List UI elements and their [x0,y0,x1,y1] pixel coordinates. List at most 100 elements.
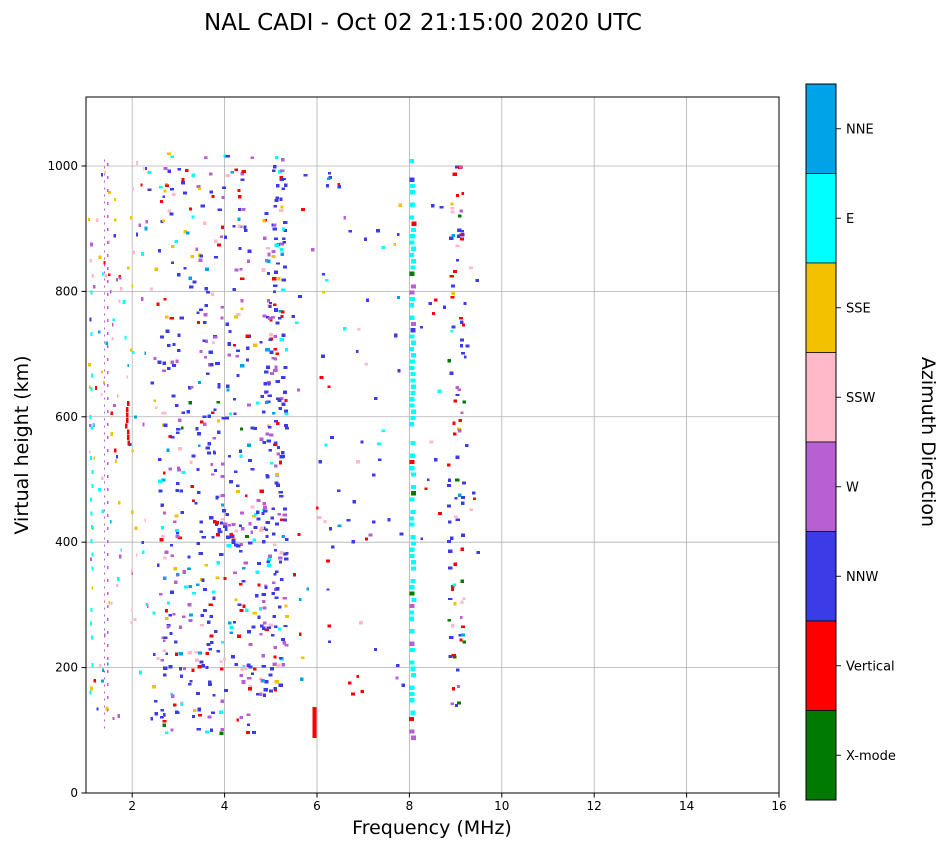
data-point [460,320,464,324]
data-point [145,220,149,224]
data-point [319,375,324,379]
data-point [188,585,192,588]
data-point [274,596,279,600]
data-point [259,624,264,628]
data-point [254,512,258,516]
data-point [284,644,289,647]
data-point [268,689,273,693]
data-point [234,662,238,667]
data-point [235,489,240,493]
data-point [212,596,216,600]
data-point [364,363,368,366]
data-point [183,191,187,195]
data-point [219,553,224,557]
data-point [196,692,201,695]
data-point [262,606,267,610]
data-point [265,315,270,319]
data-point [140,251,144,256]
data-point [462,597,466,601]
data-point [278,209,284,212]
data-point [208,682,213,686]
data-point [447,484,451,487]
data-point [271,316,276,319]
data-point [265,528,269,531]
data-point [173,520,177,524]
data-point [177,536,182,540]
data-point [135,553,138,557]
data-point [246,713,251,717]
data-point [174,529,179,532]
data-point [275,352,279,356]
data-point [197,707,201,712]
data-point [232,539,236,544]
data-point [90,686,93,691]
data-point [117,394,119,398]
data-point [167,367,171,370]
data-point [199,530,204,534]
data-point [261,268,266,272]
data-point [271,169,276,172]
data-point [169,212,174,216]
data-point [99,664,102,668]
feature-stripe-cell [409,183,415,189]
data-point [160,525,165,530]
data-point [451,587,455,591]
data-point [161,478,166,482]
data-point [266,298,271,303]
data-point [297,533,301,537]
data-point [396,233,400,236]
feature-stripe-cell [409,685,415,690]
data-point [248,643,253,647]
data-point [266,439,272,443]
data-point [250,156,254,159]
data-point [240,668,244,672]
data-point [453,562,457,566]
feature-stripe-cell [90,456,93,461]
data-point [160,503,164,507]
data-point [278,560,283,564]
colorbar-segment [805,441,837,532]
data-point [264,680,269,684]
feature-stripe-cell [410,560,416,565]
data-point [197,664,202,669]
feature-stripe-cell [410,415,416,421]
data-point [112,322,114,327]
colorbar-segment [805,531,837,622]
data-point [254,594,259,598]
data-point [165,652,169,656]
data-point [152,685,157,689]
data-point [232,571,237,574]
data-point [144,226,148,231]
data-point [278,316,282,320]
data-point [98,255,102,259]
data-point [244,666,248,670]
data-point [453,399,457,403]
data-point [93,679,96,683]
data-point [189,613,194,617]
data-point [454,703,459,707]
data-point [177,418,182,422]
data-point [209,362,214,367]
data-point [157,563,160,567]
data-point [279,577,284,582]
data-point [220,494,225,498]
data-point [170,360,175,364]
data-point [177,333,181,337]
data-point [268,673,273,677]
data-point [264,400,269,404]
feature-stripe-cell [409,716,415,722]
data-point [327,624,332,628]
data-point [223,154,227,158]
data-point [279,657,283,660]
data-point [452,687,456,691]
data-point [365,298,370,302]
data-point [252,538,257,542]
data-point [196,583,200,586]
data-point [452,583,457,587]
data-point [273,347,278,351]
feature-stripe-cell [409,466,415,471]
data-point [397,295,401,299]
data-point [450,702,454,706]
data-point [180,702,184,706]
